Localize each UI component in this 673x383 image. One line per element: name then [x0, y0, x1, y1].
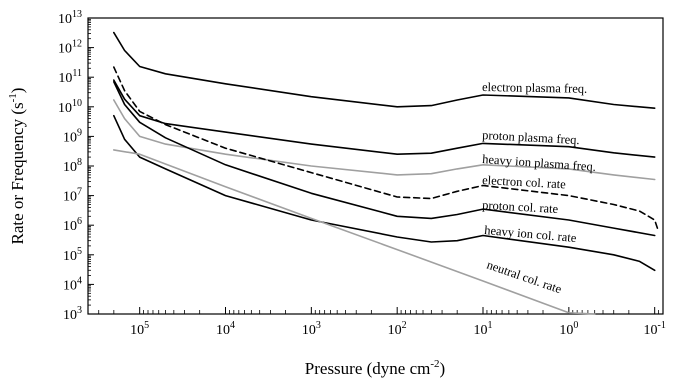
y-tick-label: 105	[63, 246, 82, 264]
x-tick-label: 10-1	[644, 320, 666, 338]
y-tick-label: 1011	[58, 68, 82, 86]
series-label: heavy ion plasma freq.	[482, 152, 597, 174]
y-tick-label: 103	[63, 305, 82, 323]
x-tick-label: 105	[130, 320, 149, 338]
x-tick-label: 100	[559, 320, 578, 338]
x-axis: 105 104 103 102 101 100 10-1	[87, 307, 666, 338]
y-tick-label: 107	[63, 187, 82, 205]
y-tick-label: 1012	[58, 39, 82, 57]
x-tick-label: 103	[302, 320, 321, 338]
y-axis-title: Rate or Frequency (s-1)	[7, 88, 27, 245]
series-line-electron-plasma-freq	[113, 31, 656, 109]
x-tick-label: 104	[216, 320, 235, 338]
x-axis-title: Pressure (dyne cm-2)	[305, 358, 445, 378]
series-label: electron col. rate	[482, 173, 567, 191]
y-tick-label: 108	[63, 157, 82, 175]
x-tick-label: 102	[388, 320, 407, 338]
series-line-heavy-ion-col-rate	[113, 114, 656, 272]
series-lines	[113, 31, 660, 315]
y-tick-label: 1010	[58, 98, 82, 116]
series-label: neutral col. rate	[485, 258, 564, 297]
y-tick-label: 106	[63, 216, 82, 234]
series-line-neutral-col-rate	[113, 149, 596, 315]
x-tick-label: 101	[474, 320, 493, 338]
series-line-proton-col-rate	[113, 81, 656, 237]
series-line-heavy-ion-plasma-freq	[113, 99, 656, 181]
series-line-electron-col-rate	[113, 66, 660, 233]
y-axis: 103 104 105 106 107 108 109 1010 1011 1012 1013	[58, 9, 94, 323]
y-tick-label: 104	[63, 275, 82, 293]
y-tick-label: 1013	[58, 9, 82, 27]
series-label: proton col. rate	[482, 198, 559, 216]
series-label: electron plasma freq.	[482, 80, 587, 96]
series-labels: electron plasma freq. proton plasma freq.…	[482, 80, 597, 296]
y-tick-label: 109	[63, 127, 82, 145]
series-line-proton-plasma-freq	[113, 79, 656, 158]
series-label: proton plasma freq.	[482, 128, 580, 147]
